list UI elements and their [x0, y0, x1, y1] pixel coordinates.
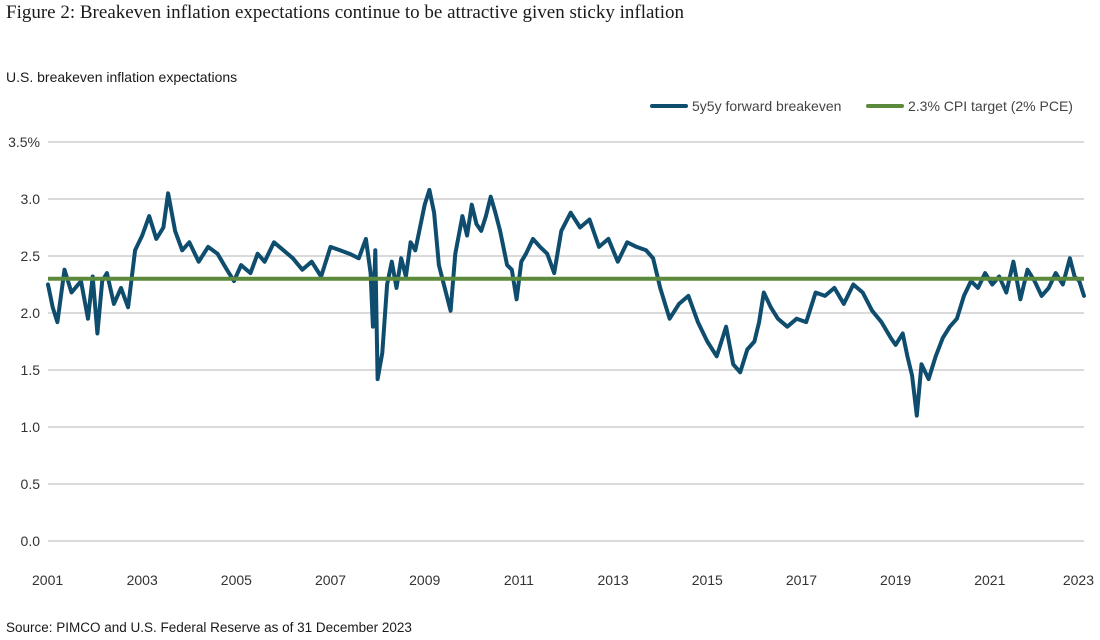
x-tick-label: 2005	[221, 572, 252, 588]
x-tick-label: 2003	[127, 572, 158, 588]
y-tick-label: 1.0	[21, 419, 41, 435]
x-tick-label: 2015	[692, 572, 723, 588]
x-tick-label: 2021	[974, 572, 1005, 588]
legend-target-label: 2.3% CPI target (2% PCE)	[908, 98, 1073, 114]
y-tick-label: 3.0	[21, 191, 41, 207]
x-axis-ticks: 2001 2003 2005 2007 2009 2011 2013 2015 2017 2019…	[32, 572, 1094, 588]
x-tick-label: 2011	[504, 572, 534, 588]
source-note: Source: PIMCO and U.S. Federal Reserve a…	[6, 620, 412, 635]
legend: 5y5y forward breakeven 2.3% CPI target (2…	[650, 98, 1073, 114]
y-tick-label: 3.5%	[8, 134, 40, 150]
x-tick-label: 2013	[598, 572, 629, 588]
x-tick-label: 2023	[1063, 572, 1094, 588]
series-line-5y5y-forward-breakeven	[46, 187, 1086, 418]
y-tick-label: 2.0	[21, 305, 41, 321]
y-tick-label: 0.5	[21, 476, 41, 492]
x-tick-label: 2009	[409, 572, 440, 588]
y-tick-label: 2.5	[21, 248, 41, 264]
x-tick-label: 2017	[786, 572, 817, 588]
y-tick-label: 1.5	[21, 362, 41, 378]
x-tick-label: 2001	[32, 572, 63, 588]
legend-series-label: 5y5y forward breakeven	[692, 98, 841, 114]
x-tick-label: 2007	[315, 572, 346, 588]
figure-title: Figure 2: Breakeven inflation expectatio…	[6, 2, 684, 23]
y-axis-ticks: 0.0 0.5 1.0 1.5 2.0 2.5 3.0 3.5%	[8, 134, 40, 549]
gridlines	[48, 141, 1084, 542]
y-tick-label: 0.0	[21, 533, 41, 549]
plot-lines	[46, 187, 1086, 418]
y-axis-title: U.S. breakeven inflation expectations	[6, 69, 238, 85]
x-tick-label: 2019	[880, 572, 911, 588]
